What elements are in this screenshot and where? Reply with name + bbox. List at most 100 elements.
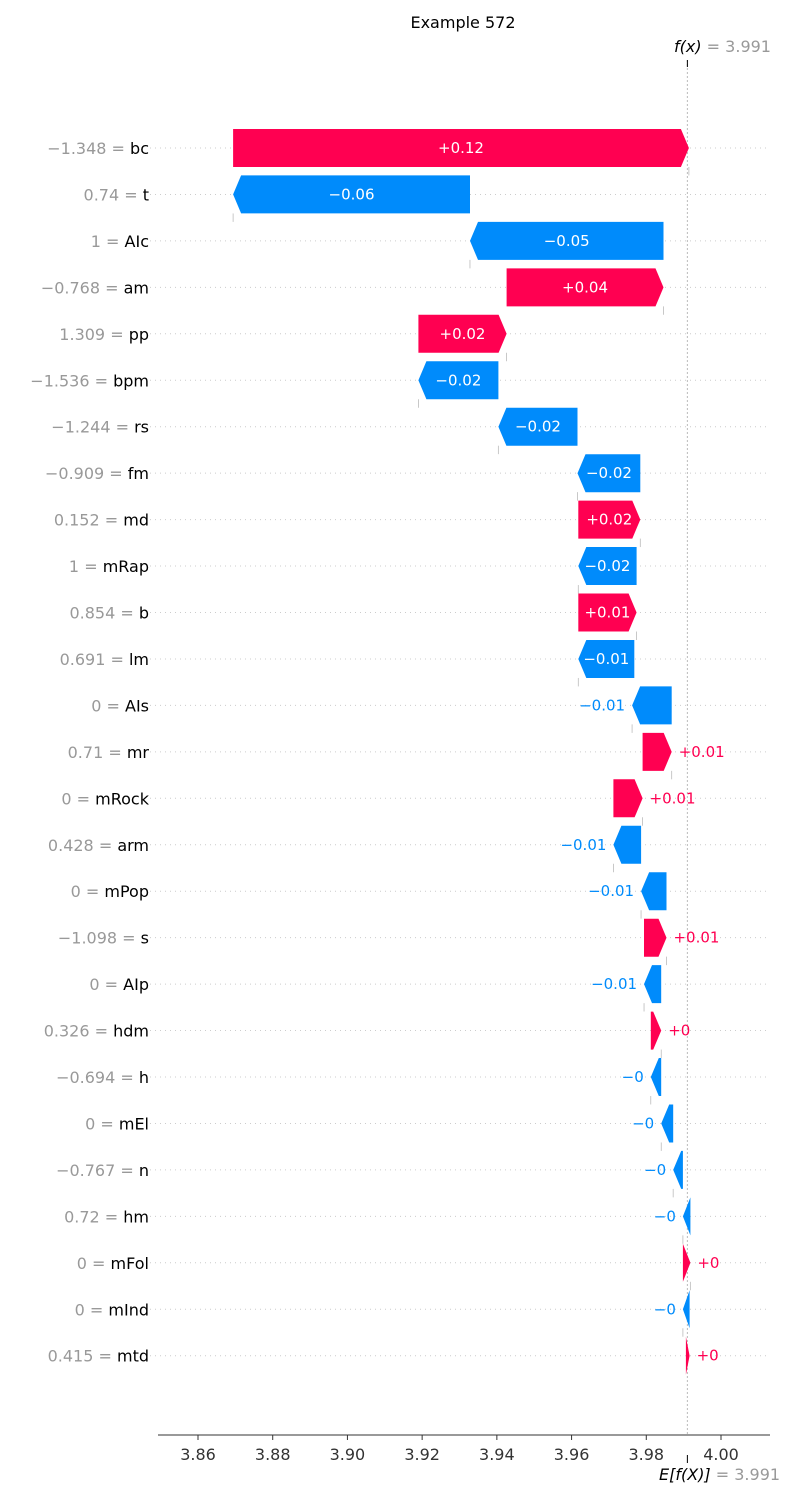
positive-bar bbox=[685, 1336, 690, 1375]
fx-value: 3.991 bbox=[725, 37, 771, 56]
bar-value-label: −0 bbox=[632, 1114, 654, 1132]
bar-value-label: +0.02 bbox=[586, 511, 632, 529]
feature-label: −0.767 = n bbox=[56, 1161, 149, 1180]
feature-equals: = bbox=[100, 1207, 124, 1226]
feature-equals: = bbox=[81, 882, 105, 901]
bar-value-label: +0.01 bbox=[650, 789, 696, 807]
feature-label: −1.244 = rs bbox=[51, 418, 149, 437]
negative-bar bbox=[632, 686, 672, 725]
feature-value: −1.098 bbox=[58, 929, 117, 948]
feature-label: 0.415 = mtd bbox=[48, 1347, 149, 1366]
feature-name: AIc bbox=[125, 232, 149, 251]
bar-value-label: −0.01 bbox=[588, 882, 634, 900]
feature-label: −0.694 = h bbox=[56, 1068, 149, 1087]
feature-label: −1.348 = bc bbox=[47, 139, 149, 158]
feature-equals: = bbox=[100, 278, 124, 297]
feature-label: 0.152 = md bbox=[54, 511, 149, 530]
feature-equals: = bbox=[101, 232, 125, 251]
bar-value-label: −0.01 bbox=[560, 836, 606, 854]
bar-value-label: +0.01 bbox=[584, 604, 630, 622]
feature-label: 0 = mRock bbox=[61, 789, 149, 808]
feature-equals: = bbox=[85, 1300, 109, 1319]
feature-name: mEl bbox=[119, 1114, 149, 1133]
feature-value: 0 bbox=[77, 1254, 87, 1273]
feature-name: md bbox=[123, 511, 149, 530]
feature-value: 0.71 bbox=[68, 743, 104, 762]
bar-value-label: −0.02 bbox=[586, 464, 632, 482]
feature-name: t bbox=[143, 185, 149, 204]
feature-value: 0 bbox=[89, 975, 99, 994]
bar-value-label: −0.01 bbox=[583, 650, 629, 668]
positive-bar bbox=[682, 1243, 691, 1282]
feature-name: mtd bbox=[117, 1347, 149, 1366]
feature-value: 0 bbox=[91, 696, 101, 715]
feature-label: 1.309 = pp bbox=[59, 325, 149, 344]
feature-value: 0.326 bbox=[44, 1022, 90, 1041]
feature-value: 0 bbox=[71, 882, 81, 901]
base-annotation: E[f(X)] = 3.991 bbox=[659, 1455, 780, 1484]
gridlines bbox=[150, 147, 770, 1357]
fx-label: f(x) = 3.991 bbox=[674, 37, 771, 56]
feature-label: 1 = AIc bbox=[91, 232, 149, 251]
feature-label: 0 = mEl bbox=[85, 1114, 149, 1133]
bar-value-label: −0 bbox=[644, 1161, 666, 1179]
feature-value: −0.767 bbox=[56, 1161, 115, 1180]
feature-equals: = bbox=[93, 1347, 117, 1366]
feature-name: hm bbox=[123, 1207, 149, 1226]
positive-bar bbox=[650, 1011, 662, 1050]
feature-equals: = bbox=[103, 743, 127, 762]
bar-value-label: −0 bbox=[654, 1207, 676, 1225]
feature-label: 0 = AIp bbox=[89, 975, 149, 994]
bar-value-label: +0.02 bbox=[440, 325, 486, 343]
feature-value: 0 bbox=[85, 1114, 95, 1133]
feature-name: mFol bbox=[111, 1254, 149, 1273]
bar-value-label: −0.05 bbox=[544, 232, 590, 250]
feature-equals: = bbox=[100, 975, 124, 994]
feature-equals: = bbox=[90, 1022, 114, 1041]
positive-bar bbox=[613, 779, 643, 818]
base-label: E[f(X)] = 3.991 bbox=[659, 1465, 780, 1484]
feature-label: −1.536 = bpm bbox=[30, 371, 149, 390]
x-tick-label: 3.86 bbox=[180, 1445, 216, 1464]
feature-name: arm bbox=[117, 836, 149, 855]
negative-bar bbox=[682, 1290, 690, 1329]
feature-name: pp bbox=[129, 325, 149, 344]
feature-equals: = bbox=[105, 325, 129, 344]
feature-label: −0.909 = fm bbox=[45, 464, 149, 483]
feature-equals: = bbox=[115, 604, 139, 623]
feature-label: 0 = mFol bbox=[77, 1254, 149, 1273]
x-tick-label: 3.94 bbox=[479, 1445, 515, 1464]
bar-value-label: −0 bbox=[622, 1068, 644, 1086]
negative-bar bbox=[613, 825, 642, 864]
feature-value: 1 bbox=[91, 232, 101, 251]
positive-bar bbox=[642, 732, 672, 771]
feature-name: mPop bbox=[104, 882, 149, 901]
feature-value: 0.72 bbox=[64, 1207, 100, 1226]
feature-equals: = bbox=[117, 929, 141, 948]
feature-value: −0.694 bbox=[56, 1068, 115, 1087]
bar-value-label: +0.12 bbox=[438, 139, 484, 157]
feature-label: 0.71 = mr bbox=[68, 743, 150, 762]
bar-value-label: −0.02 bbox=[435, 371, 481, 389]
feature-name: lm bbox=[129, 650, 149, 669]
negative-bar bbox=[578, 547, 637, 585]
feature-name: mInd bbox=[108, 1300, 149, 1319]
feature-equals: = bbox=[111, 418, 135, 437]
negative-bar bbox=[233, 175, 470, 214]
feature-value: 0.152 bbox=[54, 511, 100, 530]
feature-label: 0.74 = t bbox=[84, 185, 149, 204]
feature-equals: = bbox=[115, 1068, 139, 1087]
negative-bar bbox=[661, 1104, 674, 1143]
feature-value: 0.854 bbox=[69, 604, 115, 623]
bar-value-label: −0.02 bbox=[584, 557, 630, 575]
feature-equals: = bbox=[104, 464, 128, 483]
negative-bar bbox=[418, 361, 499, 400]
feature-label: −0.768 = am bbox=[41, 278, 149, 297]
feature-equals: = bbox=[87, 1254, 111, 1273]
feature-equals: = bbox=[79, 557, 103, 576]
bar-value-label: −0.02 bbox=[515, 418, 561, 436]
negative-bar bbox=[470, 221, 664, 260]
feature-label: 0.326 = hdm bbox=[44, 1022, 149, 1041]
feature-value: 0.691 bbox=[60, 650, 106, 669]
feature-name: fm bbox=[128, 464, 149, 483]
